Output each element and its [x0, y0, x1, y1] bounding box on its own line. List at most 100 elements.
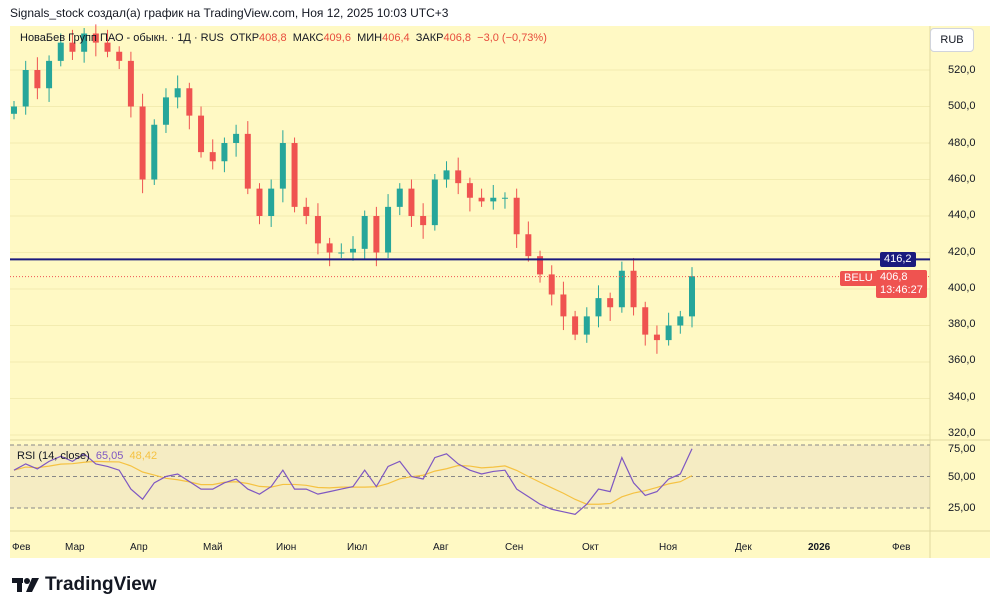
- rsi-axis-75: 75,00: [948, 443, 976, 455]
- time-label: Фев: [892, 542, 911, 553]
- candle: [466, 183, 473, 198]
- candle: [186, 88, 193, 116]
- time-label: Мар: [65, 542, 85, 553]
- price-axis-label: 380,0: [948, 318, 976, 331]
- tradingview-logo-icon: [12, 578, 39, 592]
- time-label: 2026: [808, 542, 831, 553]
- close-value: 406,8: [443, 32, 472, 44]
- tradingview-logo[interactable]: TradingView: [12, 574, 157, 596]
- candle: [548, 274, 555, 295]
- candle: [513, 197, 520, 235]
- symbol-legend: НоваБев Групп ПАО - обыкн. · 1Д · RUS ОТ…: [20, 32, 547, 44]
- candle: [338, 252, 345, 254]
- price-axis-label: 500,0: [948, 100, 976, 113]
- high-label: МАКС: [292, 32, 324, 44]
- candle: [151, 124, 158, 180]
- candle: [618, 270, 625, 308]
- candle: [490, 197, 497, 202]
- candle: [291, 143, 298, 207]
- open-value: 408,8: [259, 32, 287, 44]
- rsi-ma-value: 48,42: [129, 450, 158, 462]
- candle: [431, 179, 438, 226]
- time-label: Авг: [433, 542, 449, 553]
- candle: [653, 334, 660, 341]
- candle: [478, 197, 485, 202]
- candle: [373, 216, 380, 253]
- chart-caption: Signals_stock создал(а) график на Tradin…: [10, 6, 449, 20]
- price-axis-label: 480,0: [948, 136, 976, 149]
- candle: [361, 216, 368, 249]
- candle: [34, 70, 41, 89]
- price-axis-label: 400,0: [948, 281, 976, 294]
- candle: [420, 216, 427, 226]
- candle: [139, 106, 146, 180]
- price-axis-label: 320,0: [948, 427, 976, 439]
- bar-countdown: 13:46:27: [880, 284, 923, 296]
- candle: [268, 188, 275, 216]
- low-value: 406,4: [382, 32, 410, 44]
- symbol-name: НоваБев Групп ПАО - обыкн. · 1Д · RUS: [20, 32, 224, 44]
- candle: [104, 42, 111, 52]
- high-value: 409,6: [323, 32, 351, 44]
- candle: [408, 188, 415, 216]
- candle: [244, 133, 251, 189]
- candle: [443, 170, 450, 180]
- price-axis-label: 360,0: [948, 354, 976, 367]
- candle: [69, 42, 76, 52]
- candle: [396, 188, 403, 207]
- candle: [92, 33, 99, 43]
- candle: [350, 248, 356, 253]
- rsi-axis-25: 25,00: [948, 502, 976, 514]
- candle: [11, 106, 17, 114]
- candle: [116, 51, 123, 61]
- candle: [57, 42, 64, 61]
- candle: [583, 316, 590, 335]
- rsi-axis-50: 50,00: [948, 471, 976, 483]
- candle: [221, 143, 228, 162]
- candle: [198, 115, 205, 153]
- rsi-value: 65,05: [95, 450, 124, 462]
- candle: [46, 60, 53, 89]
- time-label: Окт: [582, 542, 599, 553]
- open-label: ОТКР: [230, 32, 260, 44]
- currency-button[interactable]: RUB: [930, 28, 974, 52]
- candle: [501, 197, 508, 199]
- rsi-label: RSI (14, close): [17, 450, 90, 462]
- candle: [595, 298, 602, 317]
- time-label: Ноя: [659, 542, 678, 553]
- candle: [326, 243, 333, 253]
- chart-area[interactable]: [10, 26, 990, 558]
- rsi-legend: RSI (14, close) 65,05 48,42: [17, 450, 157, 462]
- candle: [127, 60, 134, 107]
- price-axis-label: 440,0: [948, 209, 976, 222]
- candle: [385, 206, 392, 253]
- candle: [607, 298, 614, 308]
- price-axis-label: 460,0: [948, 172, 976, 185]
- candle: [233, 133, 240, 143]
- level-price-tag: 416,2: [880, 252, 916, 267]
- price-axis-label: 420,0: [948, 245, 976, 258]
- time-label: Апр: [130, 542, 148, 553]
- candle: [630, 270, 637, 308]
- time-label: Дек: [735, 542, 752, 553]
- price-axis-label: 520,0: [948, 64, 976, 76]
- candle: [256, 188, 263, 216]
- candle: [314, 216, 321, 244]
- candle: [209, 152, 216, 162]
- time-label: Июл: [347, 542, 368, 553]
- rsi-line: [13, 448, 693, 515]
- time-label: Май: [203, 542, 223, 553]
- time-label: Сен: [505, 542, 524, 553]
- candle: [537, 256, 544, 275]
- candle: [81, 33, 88, 52]
- candle: [642, 307, 649, 335]
- logo-text: TradingView: [45, 574, 157, 595]
- candle: [279, 143, 286, 189]
- candle: [455, 170, 462, 184]
- candle: [303, 206, 310, 216]
- low-label: МИН: [357, 32, 383, 44]
- price-axis-label: 340,0: [948, 390, 976, 403]
- close-label: ЗАКР: [415, 32, 444, 44]
- ticker-tag: BELU: [840, 271, 877, 286]
